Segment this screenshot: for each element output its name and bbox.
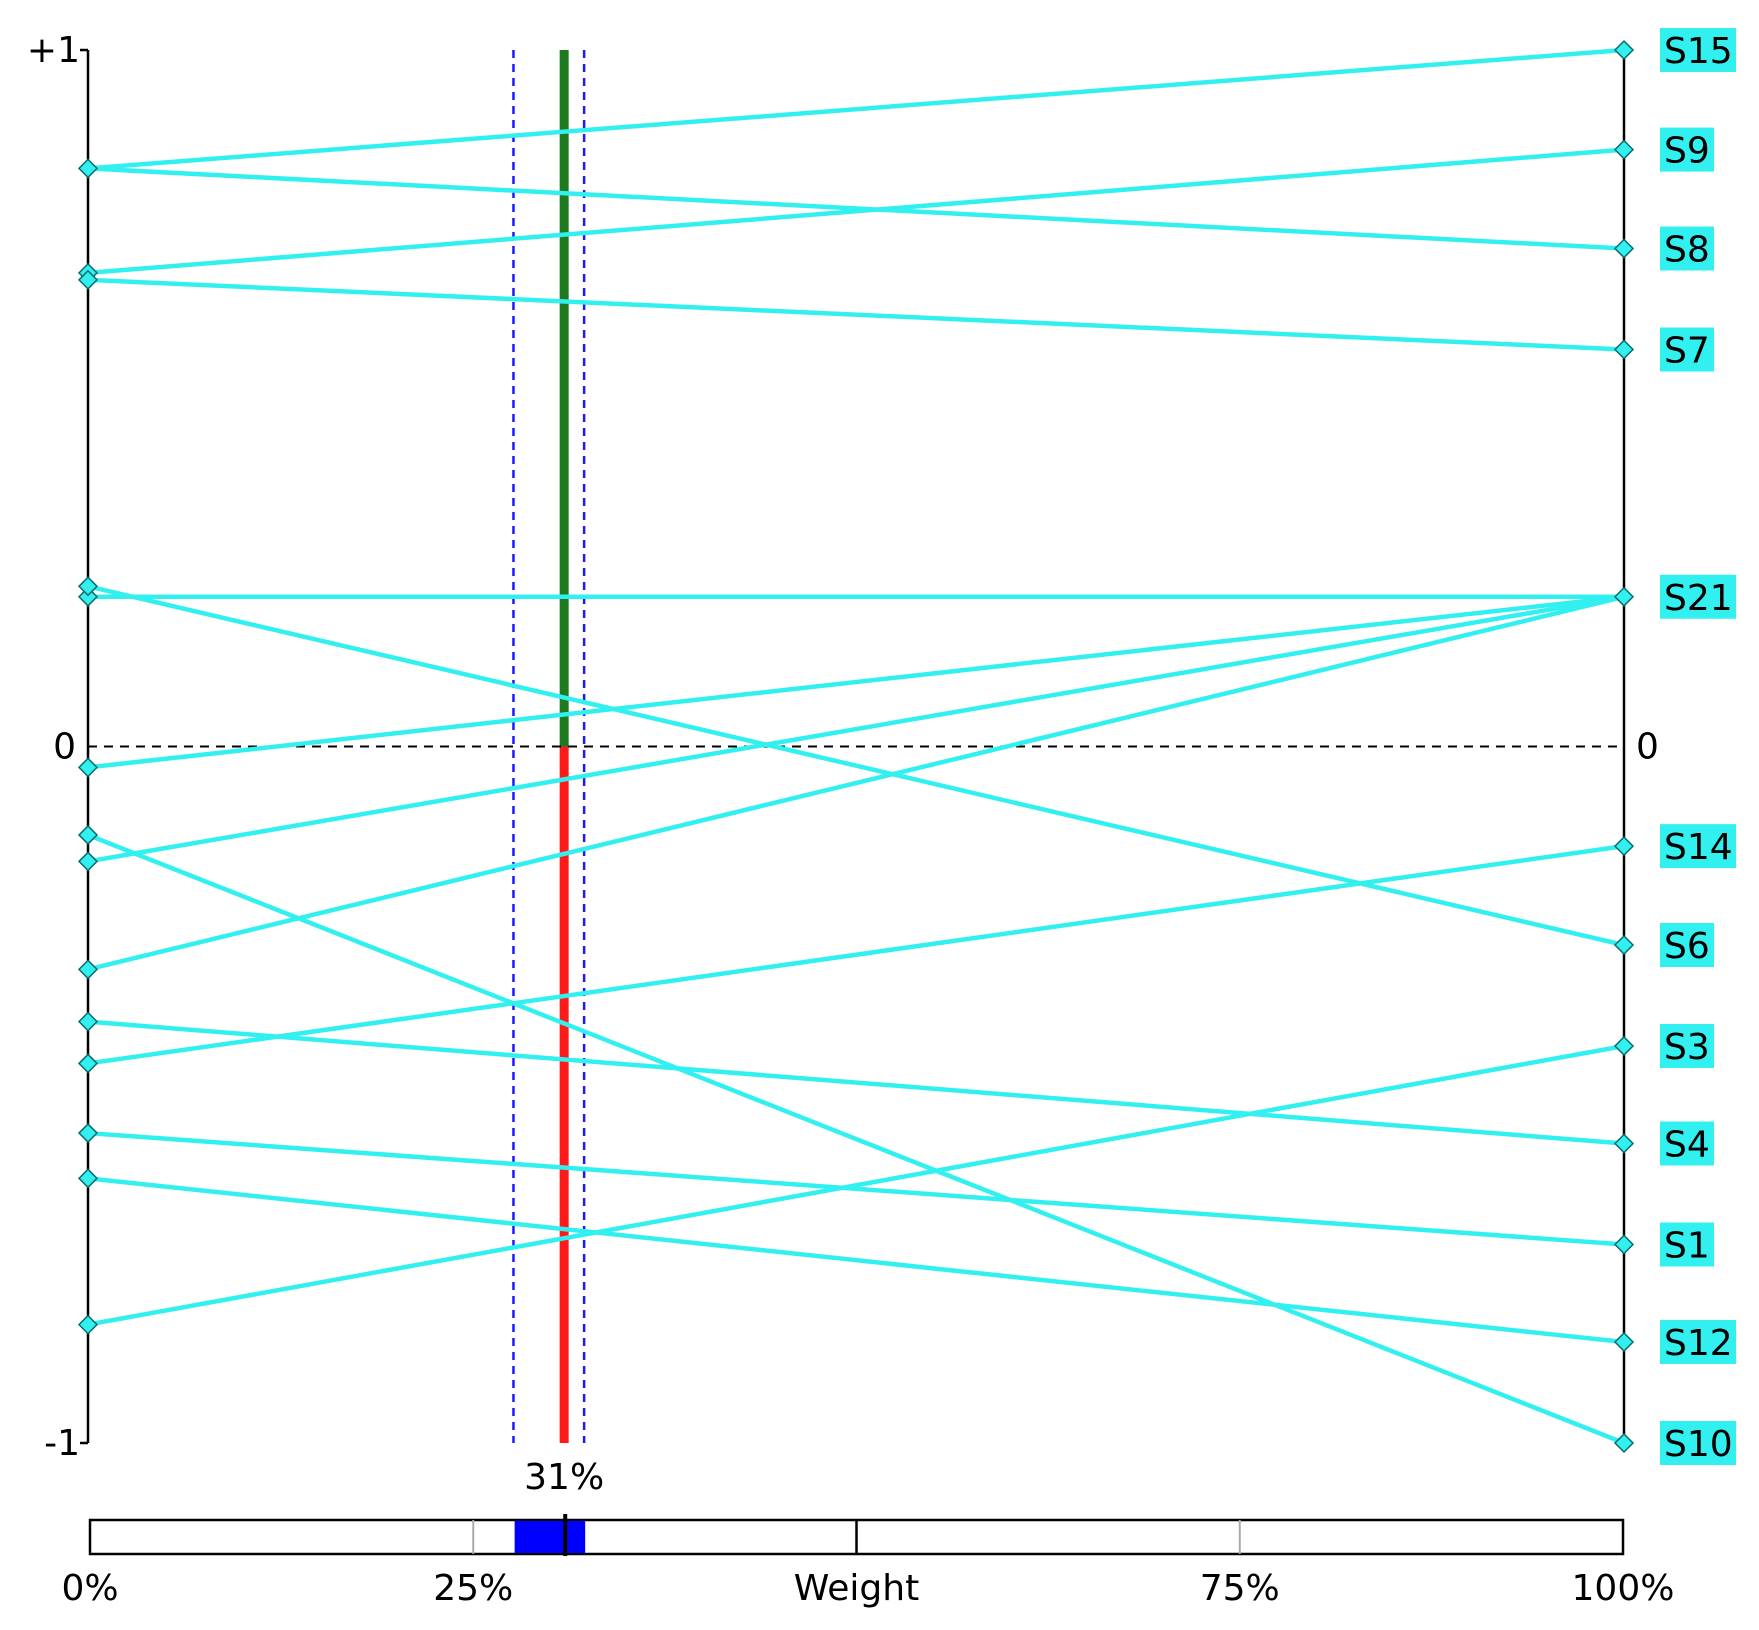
series-label-bg-s8 <box>1660 226 1714 271</box>
series-line-s21-6 <box>87 594 1625 864</box>
series-marker-right-s8 <box>1613 238 1635 259</box>
slider-interval-fill <box>514 1521 586 1553</box>
series-marker-right-s4 <box>1613 1133 1635 1154</box>
series-labels: S15 S9 S8 S7 S21 S14 S6 S3 S4 S1 S12 S10 <box>1660 28 1736 1465</box>
y-tick-zero: 0 <box>53 727 76 768</box>
series-marker-left-s21-5 <box>77 757 99 778</box>
series-marker-right-s14 <box>1613 836 1635 857</box>
series-label-s14: S14 <box>1664 827 1733 868</box>
series-marker-left-s15-0 <box>77 158 99 179</box>
series-label-s7: S7 <box>1664 330 1710 371</box>
series-label-bg-s4 <box>1660 1121 1714 1166</box>
series-label-bg-s12 <box>1660 1320 1736 1365</box>
series-label-s12: S12 <box>1664 1323 1733 1364</box>
series-marker-left-s6-9 <box>77 576 99 597</box>
series-label-s8: S8 <box>1664 230 1710 271</box>
series-marker-left-s12-13 <box>77 1168 99 1189</box>
series-line-s10-14 <box>87 832 1625 1446</box>
x-tick-25: 25% <box>433 1568 513 1609</box>
series-label-bg-s7 <box>1660 327 1714 372</box>
series-line-s12-13 <box>87 1176 1625 1345</box>
series-marker-right-s12 <box>1613 1331 1635 1353</box>
series-label-s6: S6 <box>1664 926 1710 967</box>
series-line-s7-3 <box>87 277 1625 352</box>
series-line-s4-11 <box>87 1019 1625 1146</box>
series-line-s6-9 <box>87 584 1625 948</box>
series-label-bg-s1 <box>1660 1222 1714 1267</box>
series-line-s1-12 <box>87 1130 1625 1247</box>
series-marker-right-s15 <box>1613 39 1635 61</box>
x-tick-100: 100% <box>1572 1568 1675 1609</box>
series-label-bg-s21 <box>1660 574 1736 619</box>
series-label-s9: S9 <box>1664 131 1710 172</box>
series-label-s1: S1 <box>1664 1225 1710 1266</box>
series-label-s21: S21 <box>1664 578 1733 619</box>
series-label-s15: S15 <box>1664 31 1733 72</box>
series-line-s14-8 <box>87 843 1625 1066</box>
series-line-s21-7 <box>87 594 1625 972</box>
y-tick-plus1: +1 <box>27 30 80 71</box>
series-label-bg-s10 <box>1660 1421 1736 1465</box>
left-axis-ticks <box>80 48 88 1445</box>
series-line-s8-2 <box>87 166 1625 251</box>
series-markers <box>77 39 1635 1454</box>
series-label-bg-s15 <box>1660 28 1736 72</box>
series-line-s3-10 <box>87 1043 1625 1327</box>
series-label-s10: S10 <box>1664 1424 1733 1465</box>
series-marker-left-s21-7 <box>77 959 99 980</box>
series-marker-left-s1-12 <box>77 1122 99 1144</box>
series-marker-right-s7 <box>1613 339 1635 360</box>
series-marker-right-s6 <box>1613 934 1635 956</box>
series-marker-left-s21-4 <box>77 586 99 607</box>
series-label-bg-s3 <box>1660 1023 1714 1068</box>
series-marker-right-s9 <box>1613 139 1635 160</box>
series-marker-right-s3 <box>1613 1035 1635 1057</box>
series-label-s4: S4 <box>1664 1125 1710 1166</box>
series-marker-left-s3-10 <box>77 1314 99 1335</box>
series-marker-left-s14-8 <box>77 1053 99 1074</box>
series-marker-left-s10-14 <box>77 824 99 846</box>
x-tick-0: 0% <box>61 1568 118 1609</box>
x-axis-title: Weight <box>794 1568 919 1609</box>
x-tick-75: 75% <box>1200 1568 1280 1609</box>
series-label-bg-s6 <box>1660 923 1714 968</box>
series-label-bg-s14 <box>1660 824 1736 869</box>
y-tick-right-zero: 0 <box>1636 727 1659 768</box>
series-line-s9-1 <box>87 147 1625 276</box>
series-label-s3: S3 <box>1664 1027 1710 1068</box>
series-marker-left-s4-11 <box>77 1011 99 1032</box>
series-marker-left-s21-6 <box>77 851 99 872</box>
series-marker-right-s21 <box>1613 586 1635 607</box>
series-marker-right-s1 <box>1613 1234 1635 1255</box>
current-weight-label: 31% <box>524 1457 604 1498</box>
series-line-s21-5 <box>87 594 1625 770</box>
series-lines <box>87 47 1625 1446</box>
weight-slider[interactable] <box>88 1514 1625 1556</box>
series-line-s15-0 <box>87 47 1625 171</box>
series-label-bg-s9 <box>1660 127 1714 172</box>
series-marker-right-s10 <box>1613 1432 1635 1454</box>
series-marker-left-s7-3 <box>77 269 99 290</box>
y-tick-minus1: -1 <box>44 1423 80 1464</box>
